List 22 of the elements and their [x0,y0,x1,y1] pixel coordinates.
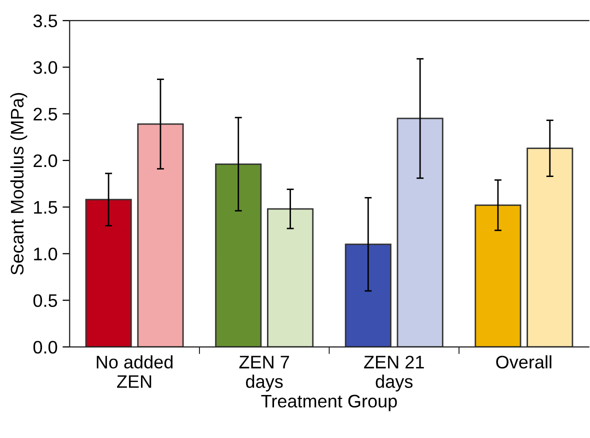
bar [137,123,184,347]
y-tick-label: 0.0 [33,340,58,354]
bar [474,204,522,347]
y-axis-title: Secant Modulus (MPa) [10,93,28,275]
x-tick-label: ZEN 21 days [364,356,424,392]
y-tick-label: 2.0 [34,154,58,168]
x-tick-label: Overall [496,355,552,368]
bar [215,163,262,347]
y-tick-label: 1.5 [34,201,58,214]
bar [344,244,392,347]
bar [85,198,132,347]
y-tick-label: 2.5 [34,108,58,121]
y-tick-label: 3.0 [33,61,58,74]
bar [526,148,574,347]
bar [396,118,444,347]
y-tick-label: 3.5 [33,14,58,28]
x-tick-label: No added ZEN [96,355,173,388]
bar [267,208,314,347]
x-axis-title: Treatment Group [261,394,397,412]
y-tick-label: 0.5 [33,294,58,307]
x-tick-label: ZEN 7 days [239,356,289,392]
y-tick-label: 1.0 [34,248,58,260]
